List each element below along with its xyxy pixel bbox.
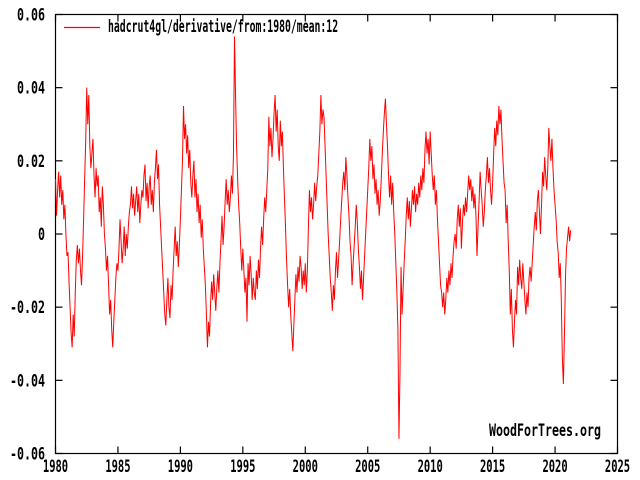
x-tick-label: 2020 (542, 457, 567, 477)
y-tick-label: -0.04 (10, 371, 45, 391)
y-tick-label: 0.06 (17, 6, 45, 26)
x-tick-label: 2010 (418, 457, 443, 477)
y-tick-label: 0.02 (17, 152, 45, 172)
x-tick-label: 2005 (355, 457, 380, 477)
x-tick-label: 1985 (105, 457, 130, 477)
y-tick-label: -0.02 (10, 298, 45, 318)
y-axis-tick-labels: 0.06 0.04 0.02 0 -0.02 -0.04 -0.06 (10, 6, 45, 465)
watermark: WoodForTrees.org (489, 421, 601, 441)
axis-ticks (54, 13, 619, 455)
y-tick-label: 0 (38, 225, 45, 245)
y-tick-label: -0.06 (10, 445, 45, 465)
x-tick-label: 1990 (168, 457, 193, 477)
legend-label: hadcrut4gl/derivative/from:1980/mean:12 (108, 17, 338, 37)
data-series-line (55, 36, 572, 439)
x-tick-label: 2025 (605, 457, 630, 477)
x-tick-label: 2000 (293, 457, 318, 477)
x-axis-tick-labels: 1980 1985 1990 1995 2000 2005 2010 2015 2020 2025 (43, 457, 630, 477)
x-tick-label: 1995 (230, 457, 255, 477)
x-tick-label: 1980 (43, 457, 68, 477)
y-tick-label: 0.04 (17, 79, 45, 99)
x-tick-label: 2015 (480, 457, 505, 477)
legend: hadcrut4gl/derivative/from:1980/mean:12 (64, 17, 338, 37)
